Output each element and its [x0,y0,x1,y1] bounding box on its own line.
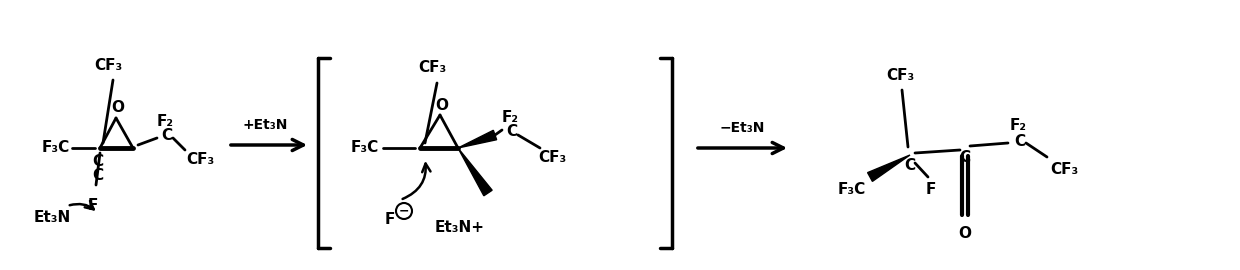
Text: F: F [88,197,98,212]
Text: CF₃: CF₃ [186,153,215,167]
Text: −Et₃N: −Et₃N [719,121,765,135]
Text: F₃C: F₃C [838,183,866,197]
Text: Et₃N+: Et₃N+ [435,221,485,235]
Text: CF₃: CF₃ [885,68,914,83]
Text: C: C [161,127,172,143]
Text: C: C [960,150,971,166]
Text: F₂: F₂ [156,113,174,129]
Text: C: C [506,124,517,140]
Text: F: F [384,212,396,228]
Polygon shape [458,148,492,196]
Text: F₂: F₂ [1009,119,1027,133]
Text: F₂: F₂ [501,110,518,126]
Text: Et₃N: Et₃N [33,211,71,225]
Text: CF₃: CF₃ [418,60,446,76]
Text: CF₃: CF₃ [1050,163,1078,177]
Text: CF₃: CF₃ [538,150,567,166]
Text: C: C [1014,133,1025,148]
Text: F₃C: F₃C [351,140,379,156]
Text: +Et₃N: +Et₃N [242,118,288,132]
Text: CF₃: CF₃ [94,58,122,73]
Text: O: O [959,225,971,241]
Polygon shape [868,155,910,181]
Text: C: C [904,157,915,173]
Text: C: C [93,167,104,183]
Text: −: − [399,204,409,218]
Text: F: F [926,183,936,197]
Text: O: O [112,100,124,116]
Text: C: C [93,154,104,170]
Text: O: O [435,97,449,113]
Text: F₃C: F₃C [42,140,71,156]
Polygon shape [458,130,497,148]
